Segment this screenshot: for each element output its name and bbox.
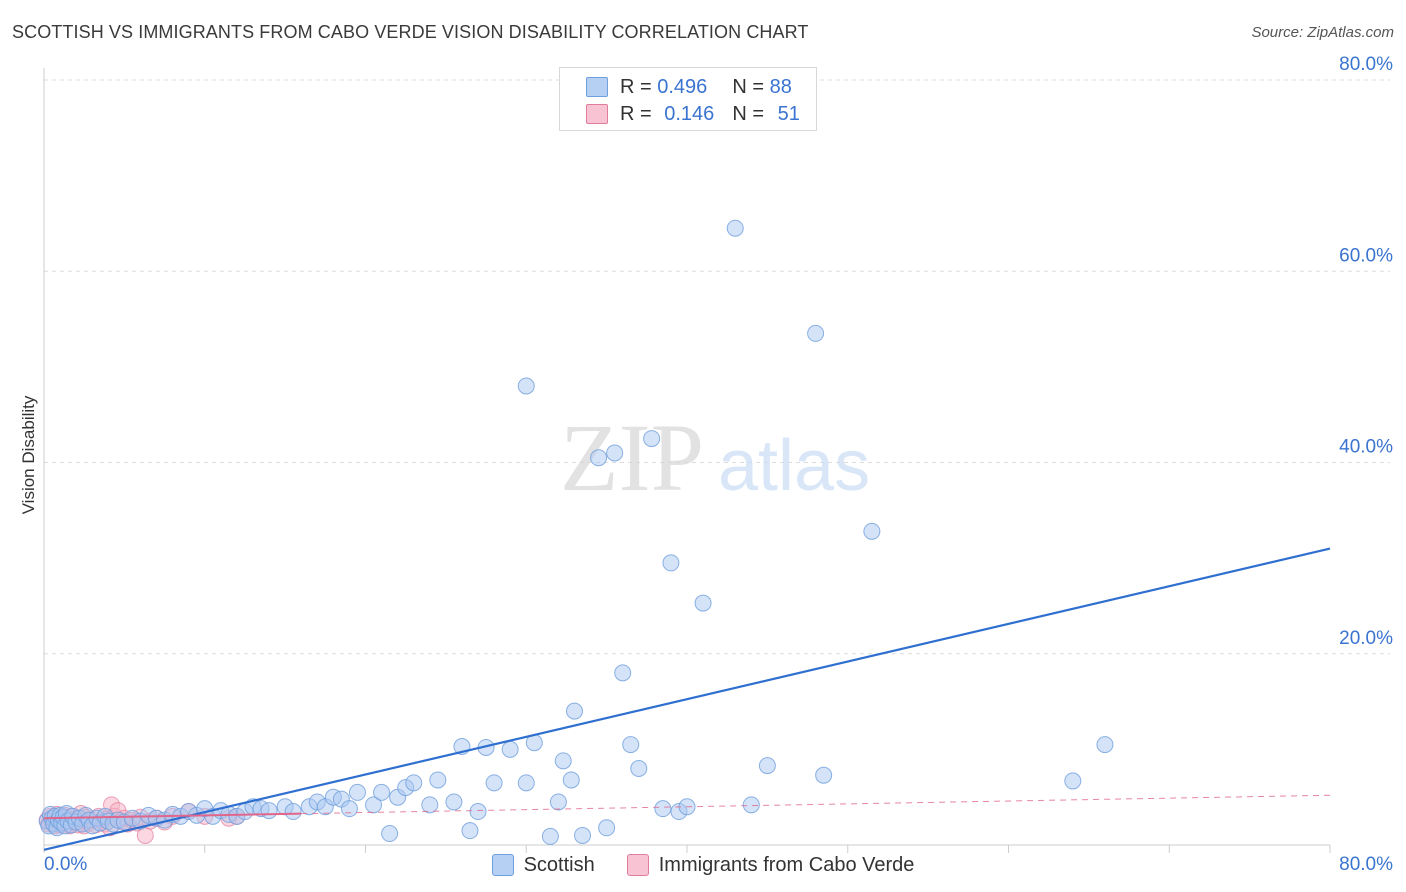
scottish-point [606,444,624,462]
series-scottish-points [38,219,1114,845]
legend-r-value-scottish: 0.496 [657,75,708,98]
scottish-point [643,430,661,448]
scottish-point [562,771,580,789]
legend-r-value-cabo-verde: 0.146 [664,102,715,125]
y-axis-label: Vision Disability [19,395,38,514]
scottish-point [654,800,672,818]
legend-swatch-cabo-verde [626,854,649,876]
chart-title: SCOTTISH VS IMMIGRANTS FROM CABO VERDE V… [12,22,809,42]
scottish-point [461,822,479,840]
tick-labels: 20.0% 40.0% 60.0% 80.0% 0.0% 80.0% [44,54,1393,875]
scottish-point [365,796,383,814]
legend-label-scottish: Scottish [523,853,595,876]
scottish-point [549,793,567,811]
scottish-point [405,774,423,792]
scottish-point [590,449,608,467]
scottish-point [517,377,535,395]
scottish-point [742,796,760,814]
scottish-point [445,793,463,811]
legend-swatch-scottish [491,854,514,876]
scottish-point [598,819,616,837]
legend-swatch-cabo-verde [586,104,608,124]
legend-n-value-cabo-verde: 51 [777,102,800,125]
y-tick-label: 20.0% [1339,628,1393,649]
scottish-point [863,522,881,540]
watermark-zip: ZIP [560,404,704,511]
stats-legend: R = 0.496 N = 88 R = 0.146 N = 51 [559,67,817,131]
scottish-point [565,702,583,720]
scottish-point [574,826,592,844]
legend-n-value-scottish: 88 [769,75,792,98]
watermark: ZIP atlas [560,404,870,511]
series-legend: Scottish Immigrants from Cabo Verde [0,851,1406,879]
y-tick-label: 60.0% [1339,245,1393,266]
scottish-point [614,664,632,682]
scottish-point [469,803,487,821]
scottish-point [554,752,572,770]
source-credit: Source: ZipAtlas.com [1251,24,1394,41]
scottish-point [501,740,519,758]
trend-line-scottish [43,547,1331,851]
legend-row-cabo-verde: R = 0.146 N = 51 [586,101,800,127]
scottish-point [622,736,640,754]
y-tick-label: 40.0% [1339,437,1393,458]
legend-n-label: N = [732,75,765,98]
scottish-point [1064,772,1082,790]
scottish-point [348,783,366,801]
gridlines [44,79,1390,655]
legend-r-label: R = [620,102,652,125]
x-tick-label-max: 80.0% [1339,854,1393,875]
watermark-atlas: atlas [718,426,870,506]
legend-r-label: R = [620,75,652,98]
scottish-point [694,594,712,612]
legend-item-cabo-verde: Immigrants from Cabo Verde [626,853,915,877]
scottish-point [260,802,278,820]
trend-line-cabo-verde-solid [43,812,302,820]
y-tick-label: 80.0% [1339,54,1393,75]
scottish-point [1096,736,1114,754]
legend-n-label: N = [732,102,765,125]
scottish-point [421,796,439,814]
scottish-point [541,827,559,845]
cabo-verde-point [136,826,154,844]
legend-swatch-scottish [586,77,608,97]
scottish-point [758,757,776,775]
scottish-point [485,774,503,792]
scottish-point [662,554,680,572]
scottish-point [429,771,447,789]
scottish-point [630,760,648,777]
scottish-point [807,324,825,342]
trend-lines [43,547,1331,851]
legend-item-scottish: Scottish [491,853,595,877]
scottish-point [340,800,358,818]
legend-label-cabo-verde: Immigrants from Cabo Verde [658,853,915,876]
scottish-point [284,803,302,821]
scottish-point [815,766,833,784]
axes [43,68,1331,853]
scottish-point [381,825,399,843]
scottish-point [373,783,391,801]
legend-row-scottish: R = 0.496 N = 88 [586,74,792,100]
scottish-point [517,774,535,792]
scottish-point [726,219,744,237]
x-tick-label-min: 0.0% [44,854,87,875]
